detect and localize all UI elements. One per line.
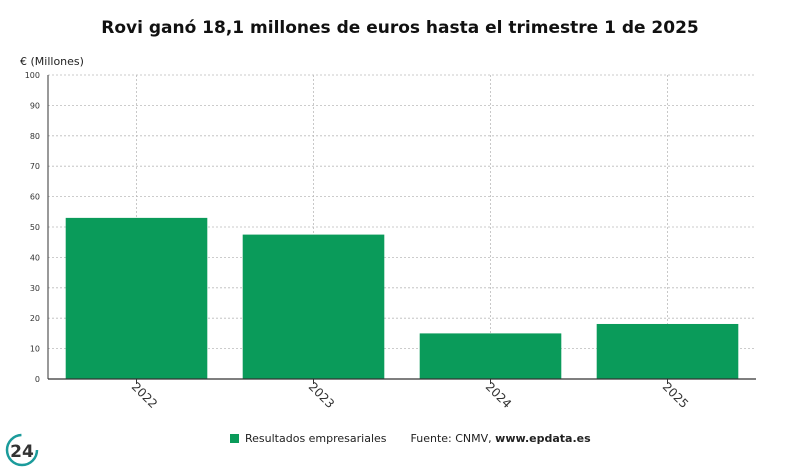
epdata-logo: 24 (5, 433, 39, 467)
source-note: Fuente: CNMV, www.epdata.es (411, 432, 591, 445)
y-tick-label: 90 (30, 101, 40, 110)
source-site: www.epdata.es (495, 432, 591, 445)
y-tick-label: 40 (30, 253, 40, 262)
y-tick-label: 60 (30, 193, 40, 202)
chart-title: Rovi ganó 18,1 millones de euros hasta e… (101, 18, 699, 38)
bar-2025 (596, 323, 739, 379)
logo-text: 24 (10, 442, 34, 462)
legend: Resultados empresariales Fuente: CNMV, w… (230, 432, 591, 445)
x-tick-label: 2025 (660, 380, 691, 411)
x-tick-label: 2022 (129, 380, 160, 411)
source-prefix: Fuente: CNMV, (410, 432, 496, 445)
bar-2023 (242, 234, 385, 379)
bar-2022 (65, 217, 208, 379)
y-axis-unit-label: € (Millones) (20, 55, 84, 68)
legend-swatch (230, 434, 239, 443)
y-tick-label: 100 (25, 71, 40, 80)
x-tick-label: 2023 (306, 380, 337, 411)
y-tick-label: 70 (30, 162, 40, 171)
y-tick-label: 80 (30, 132, 40, 141)
y-tick-label: 30 (30, 284, 40, 293)
y-tick-label: 20 (30, 314, 40, 323)
y-tick-label: 10 (30, 345, 40, 354)
x-tick-label: 2024 (483, 380, 514, 411)
y-tick-label: 0 (35, 375, 40, 384)
y-tick-label: 50 (30, 223, 40, 232)
bar-2024 (419, 333, 562, 379)
legend-series-label: Resultados empresariales (245, 432, 387, 445)
